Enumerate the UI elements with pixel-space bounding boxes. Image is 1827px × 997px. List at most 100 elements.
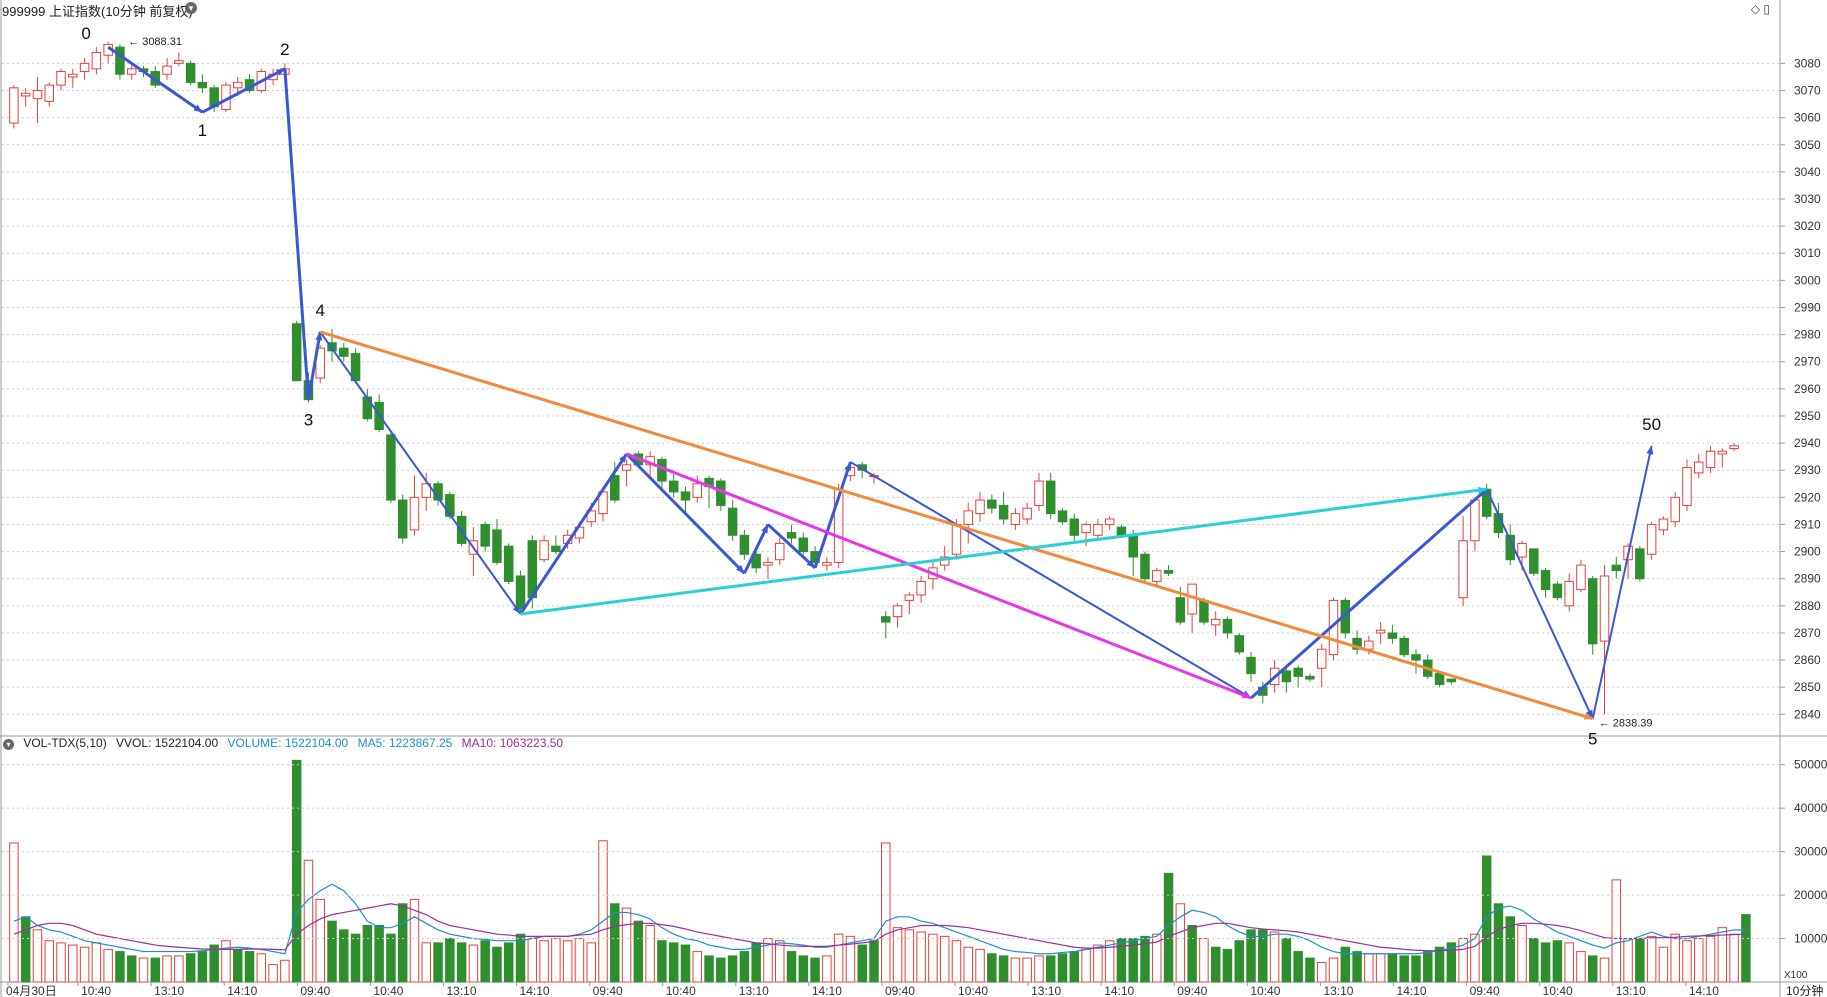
volume-bar xyxy=(1022,957,1032,983)
volume-bar xyxy=(315,898,325,983)
window-controls-icon[interactable]: ◇ ▯ xyxy=(1750,2,1770,16)
magenta-trendline xyxy=(626,452,1252,700)
volume-bar xyxy=(1646,935,1657,983)
volume-bar xyxy=(1116,938,1127,983)
wave-swing-head xyxy=(1646,445,1654,455)
candle-body xyxy=(1564,580,1574,607)
volume-bar xyxy=(126,955,137,983)
candle-body xyxy=(1293,667,1303,677)
price-tick-label: 3010 xyxy=(1794,246,1821,260)
volume-bar xyxy=(1199,938,1209,983)
time-tick-label: 14:10 xyxy=(520,984,550,997)
volume-bar xyxy=(574,938,585,983)
volume-bar xyxy=(1446,942,1457,983)
volume-bar xyxy=(233,948,243,983)
candle-body xyxy=(480,523,490,547)
volume-bar xyxy=(350,933,361,983)
price-tick-label: 2940 xyxy=(1794,436,1821,450)
volume-bar xyxy=(1305,957,1315,983)
volume-bar xyxy=(1352,951,1362,983)
candle-body xyxy=(1411,654,1421,661)
time-axis: 04月30日 10:40 13:10 14:10 09:40 10:40 13:10 14:1… xyxy=(6,982,1823,997)
time-tick-label: 13:10 xyxy=(154,984,184,997)
candle-body xyxy=(798,537,809,553)
volume-bar xyxy=(433,942,443,983)
wave-label: 3 xyxy=(304,411,313,430)
candle-body xyxy=(1576,564,1586,591)
candlesticks xyxy=(9,41,1739,715)
volume-bar xyxy=(1210,946,1221,983)
candle-body xyxy=(409,496,420,531)
chevron-down-icon[interactable]: ▾ xyxy=(185,2,197,14)
volume-bar xyxy=(138,957,149,983)
time-tick-label: 09:40 xyxy=(1177,984,1207,997)
wave-swing-head xyxy=(736,564,745,574)
volume-bar xyxy=(1635,938,1645,983)
candle-body xyxy=(397,499,408,539)
wave-1-2 xyxy=(201,67,286,114)
volume-bar xyxy=(1010,957,1021,983)
price-tick-label: 2920 xyxy=(1794,490,1821,504)
candle-body xyxy=(1646,523,1657,555)
candle-body xyxy=(1222,618,1233,634)
volume-bar xyxy=(327,920,337,983)
candle-body xyxy=(9,87,19,124)
candle-body xyxy=(951,523,962,555)
volume-bar xyxy=(79,946,90,983)
volume-bar xyxy=(939,935,950,983)
volume-bar xyxy=(928,933,938,983)
chevron-down-icon[interactable]: ▾ xyxy=(3,739,14,750)
candle-body xyxy=(1045,480,1056,515)
candle-body xyxy=(551,545,561,553)
time-tick-label: 13:10 xyxy=(446,984,476,997)
candle-body xyxy=(1517,542,1527,558)
candle-body xyxy=(1470,499,1480,542)
volume-bar xyxy=(1517,925,1527,983)
volume-bar xyxy=(397,903,408,983)
volume-bar xyxy=(150,957,161,983)
volume-bar xyxy=(456,942,467,983)
volume-bar xyxy=(162,955,172,983)
volume-bar xyxy=(1057,953,1068,983)
volume-bar xyxy=(1269,931,1280,983)
wave-swing-long xyxy=(849,461,1252,699)
candle-body xyxy=(975,499,985,515)
candle-body xyxy=(1552,583,1563,599)
candle-body xyxy=(1104,518,1115,525)
volume-bar xyxy=(1705,935,1716,983)
volume-bar xyxy=(103,948,113,983)
volume-bar xyxy=(892,927,903,983)
wave-swing xyxy=(743,523,770,574)
wave-label: 50 xyxy=(1642,415,1661,434)
volume-bar xyxy=(633,920,644,983)
candle-body xyxy=(680,491,691,501)
candle-body xyxy=(1034,480,1044,506)
price-tick-label: 2880 xyxy=(1794,599,1821,613)
candle-body xyxy=(126,68,137,75)
candle-body xyxy=(174,60,184,64)
volume-bar xyxy=(727,955,738,983)
time-tick-label: 04月30日 xyxy=(6,984,57,997)
candle-body xyxy=(739,534,750,555)
volume-value: VOLUME: 1522104.00 xyxy=(227,736,349,750)
time-tick-label: 13:10 xyxy=(1323,984,1353,997)
candle-body xyxy=(987,499,997,509)
candle-body xyxy=(1057,510,1068,523)
candle-body xyxy=(1375,629,1386,634)
price-tick-label: 3080 xyxy=(1794,56,1821,70)
price-tick-label: 3060 xyxy=(1794,111,1821,125)
candle-body xyxy=(1611,564,1622,572)
volume-bar xyxy=(1411,955,1421,983)
candle-body xyxy=(610,475,620,501)
wave-label: 5 xyxy=(1588,730,1597,749)
candle-body xyxy=(727,507,738,536)
volume-tick-label: 20000 xyxy=(1794,888,1827,902)
candle-body xyxy=(1352,637,1362,650)
wave-0-1-head xyxy=(193,104,203,113)
volume-bar xyxy=(1387,953,1398,983)
candle-body xyxy=(1399,637,1409,656)
candle-body xyxy=(1175,597,1186,623)
volume-bar xyxy=(32,929,43,983)
candle-body xyxy=(1093,523,1103,536)
